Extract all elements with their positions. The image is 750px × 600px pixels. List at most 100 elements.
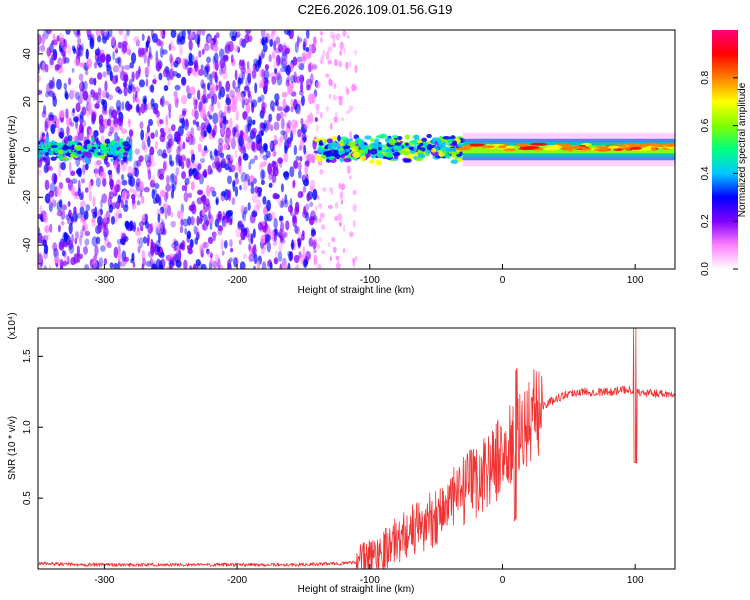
heatmap-cell — [101, 222, 107, 231]
heatmap-cell — [38, 251, 43, 264]
heatmap-cell — [159, 119, 164, 125]
heatmap-cell — [202, 241, 207, 249]
heatmap-cell — [218, 225, 224, 232]
heatmap-cell — [313, 138, 322, 142]
heatmap-cell — [426, 144, 433, 151]
heatmap-cell — [264, 234, 271, 243]
heatmap-cell — [334, 201, 339, 209]
heatmap-cell — [104, 238, 110, 248]
heatmap-cell — [180, 218, 184, 226]
heatmap-cell — [113, 44, 119, 51]
heatmap-cell — [45, 91, 50, 98]
heatmap-cell — [310, 231, 315, 238]
heatmap-cell — [127, 118, 132, 128]
heatmap-cell — [287, 119, 292, 129]
heatmap-cell — [194, 99, 198, 106]
heatmap-cell — [413, 139, 418, 147]
heatmap-cell — [290, 74, 296, 84]
heatmap-cell — [44, 152, 49, 157]
heatmap-cell — [213, 148, 218, 157]
heatmap-cell — [179, 44, 183, 57]
heatmap-cell — [265, 150, 271, 159]
heatmap-cell — [112, 64, 119, 73]
heatmap-cell — [136, 103, 140, 112]
heatmap-cell — [158, 196, 162, 207]
heatmap-cell — [109, 125, 115, 135]
heatmap-cell — [281, 197, 285, 208]
heatmap-cell — [373, 138, 380, 144]
heatmap-cell — [279, 263, 283, 269]
heatmap-cell — [86, 30, 92, 38]
heatmap-cell — [202, 241, 209, 249]
heatmap-cell — [103, 213, 108, 224]
heatmap-cell — [79, 111, 84, 120]
heatmap-cell — [324, 245, 327, 251]
heatmap-cell — [93, 77, 97, 86]
heatmap-cell — [56, 210, 63, 217]
heatmap-cell — [42, 35, 47, 41]
heatmap-cell — [105, 223, 109, 230]
heatmap-cell — [150, 84, 155, 93]
heatmap-cell — [469, 143, 485, 147]
heatmap-cell — [65, 152, 71, 157]
heatmap-cell — [150, 132, 155, 140]
heatmap-cell — [276, 112, 281, 122]
heatmap-cell — [52, 242, 58, 252]
heatmap-cell — [336, 228, 341, 235]
heatmap-cell — [170, 30, 177, 39]
heatmap-cell — [269, 39, 274, 47]
heatmap-cell — [176, 33, 181, 45]
heatmap-cell — [277, 43, 283, 53]
heatmap-cell — [60, 265, 64, 269]
heatmap-cell — [175, 166, 180, 176]
spectrogram-x-tick-label: -100 — [360, 275, 380, 286]
heatmap-cell — [304, 164, 309, 175]
heatmap-cell — [212, 231, 217, 241]
heatmap-cell — [253, 265, 256, 269]
heatmap-cell — [66, 43, 72, 55]
heatmap-cell — [279, 200, 284, 209]
heatmap-cell — [128, 78, 133, 91]
colorbar-gradient — [712, 30, 738, 269]
heatmap-cell — [280, 67, 286, 73]
spectrogram-y-axis-label: Frequency (Hz) — [7, 116, 18, 185]
heatmap-cell — [211, 190, 217, 197]
heatmap-cell — [277, 251, 283, 263]
heatmap-cell — [188, 39, 193, 51]
heatmap-cell — [370, 142, 379, 150]
heatmap-cell — [50, 123, 56, 135]
heatmap-cell — [288, 251, 293, 262]
heatmap-cell — [41, 110, 47, 118]
heatmap-cell — [38, 226, 41, 237]
heatmap-cell — [271, 50, 276, 60]
heatmap-cell — [298, 90, 304, 96]
heatmap-cell — [327, 46, 333, 53]
heatmap-cell — [278, 57, 283, 65]
heatmap-cell — [209, 150, 213, 159]
heatmap-cell — [213, 34, 217, 43]
heatmap-cell — [206, 248, 210, 255]
heatmap-region — [313, 133, 466, 166]
heatmap-cell — [169, 53, 173, 64]
heatmap-cell — [332, 246, 337, 254]
heatmap-cell — [394, 142, 402, 146]
heatmap-cell — [136, 159, 142, 167]
heatmap-cell — [80, 228, 84, 239]
heatmap-cell — [309, 201, 314, 208]
heatmap-cell — [120, 199, 124, 209]
heatmap-cell — [110, 215, 116, 225]
heatmap-cell — [122, 204, 129, 213]
heatmap-cell — [38, 89, 43, 95]
snr-y-ticks: 0.5 1.0 1.5 — [22, 349, 43, 505]
heatmap-cell — [445, 147, 450, 152]
heatmap-cell — [275, 72, 281, 80]
heatmap-cell — [161, 49, 168, 55]
heatmap-cell — [92, 196, 96, 208]
heatmap-cell — [294, 225, 299, 234]
heatmap-cell — [122, 235, 129, 243]
heatmap-cell — [239, 129, 244, 140]
heatmap-cell — [352, 151, 361, 159]
heatmap-cell — [263, 119, 267, 128]
heatmap-cell — [593, 148, 610, 152]
heatmap-cell — [329, 257, 332, 262]
